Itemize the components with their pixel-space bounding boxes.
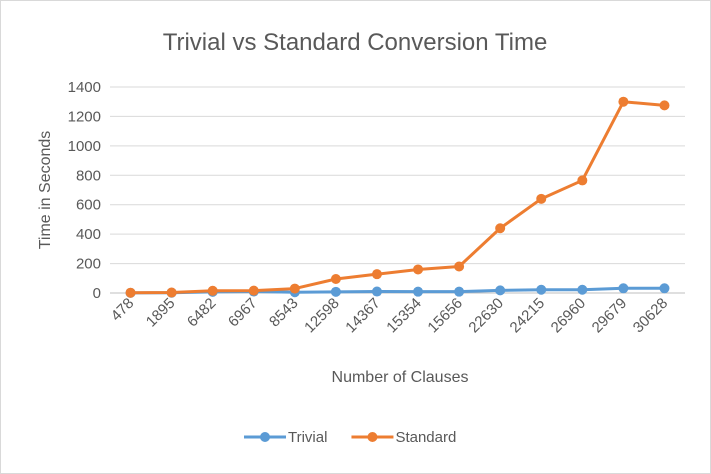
x-tick-label: 24215 bbox=[507, 295, 549, 337]
series-line-standard bbox=[130, 100, 665, 295]
data-point-standard bbox=[659, 100, 670, 111]
x-tick-label: 22630 bbox=[465, 295, 507, 337]
data-point-trivial bbox=[495, 285, 506, 296]
data-point-standard bbox=[330, 274, 341, 285]
data-point-trivial bbox=[413, 286, 424, 297]
x-tick-label: 14367 bbox=[342, 295, 384, 337]
y-axis-ticks: 0 200 400 600 800 1000 1200 1400 bbox=[68, 79, 101, 302]
x-axis-ticks: 478 1895 6482 6967 8543 12598 14367 15354 15656 2… bbox=[108, 295, 672, 337]
data-point-standard bbox=[289, 283, 300, 294]
series-group bbox=[125, 96, 670, 298]
legend-marker-standard bbox=[367, 432, 378, 442]
data-point-trivial bbox=[454, 286, 465, 297]
y-tick-label: 0 bbox=[93, 285, 101, 302]
x-tick-label: 6482 bbox=[184, 295, 220, 331]
legend: Trivial Standard bbox=[244, 429, 456, 446]
data-point-standard bbox=[248, 285, 259, 296]
data-point-standard bbox=[454, 261, 465, 272]
y-tick-label: 1000 bbox=[68, 138, 101, 155]
x-tick-label: 30628 bbox=[630, 295, 672, 337]
x-tick-label: 12598 bbox=[301, 295, 343, 337]
legend-label-standard: Standard bbox=[395, 429, 456, 446]
gridlines bbox=[110, 86, 685, 294]
data-point-trivial bbox=[618, 283, 629, 294]
x-tick-label: 478 bbox=[108, 295, 138, 325]
data-point-standard bbox=[577, 175, 588, 186]
x-tick-label: 8543 bbox=[266, 295, 302, 331]
y-tick-label: 600 bbox=[76, 197, 101, 214]
data-point-standard bbox=[207, 285, 218, 296]
y-tick-label: 200 bbox=[76, 256, 101, 273]
data-point-standard bbox=[495, 223, 506, 234]
legend-marker-trivial bbox=[260, 432, 270, 442]
y-tick-label: 400 bbox=[76, 226, 101, 243]
chart-title: Trivial vs Standard Conversion Time bbox=[163, 29, 548, 56]
legend-label-trivial: Trivial bbox=[288, 429, 327, 446]
x-axis-label: Number of Clauses bbox=[332, 369, 469, 386]
data-point-standard bbox=[371, 269, 382, 280]
data-point-standard bbox=[536, 193, 547, 204]
x-tick-label: 15354 bbox=[383, 295, 425, 337]
y-axis-label: Time in Seconds bbox=[37, 131, 54, 250]
x-tick-label: 1895 bbox=[143, 295, 179, 331]
y-tick-label: 1400 bbox=[68, 79, 101, 96]
data-point-trivial bbox=[330, 286, 341, 297]
y-tick-label: 800 bbox=[76, 167, 101, 184]
y-tick-label: 1200 bbox=[68, 108, 101, 125]
data-point-standard bbox=[618, 96, 629, 107]
data-point-trivial bbox=[371, 286, 382, 297]
data-point-standard bbox=[166, 287, 177, 298]
data-point-standard bbox=[413, 264, 424, 275]
data-point-trivial bbox=[536, 284, 547, 295]
x-tick-label: 26960 bbox=[548, 295, 590, 337]
x-tick-label: 15656 bbox=[424, 295, 466, 337]
data-point-trivial bbox=[577, 284, 588, 295]
x-tick-label: 6967 bbox=[225, 295, 261, 331]
data-point-standard bbox=[125, 287, 136, 298]
data-point-trivial bbox=[659, 283, 670, 294]
x-tick-label: 29679 bbox=[589, 295, 631, 337]
